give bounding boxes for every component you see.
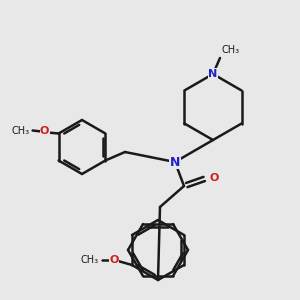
- Text: N: N: [208, 69, 217, 79]
- Text: N: N: [170, 155, 180, 169]
- Text: CH₃: CH₃: [222, 45, 240, 55]
- Text: O: O: [109, 255, 119, 265]
- Text: CH₃: CH₃: [81, 255, 99, 265]
- Text: O: O: [40, 127, 49, 136]
- Text: CH₃: CH₃: [11, 125, 30, 136]
- Text: O: O: [210, 173, 219, 183]
